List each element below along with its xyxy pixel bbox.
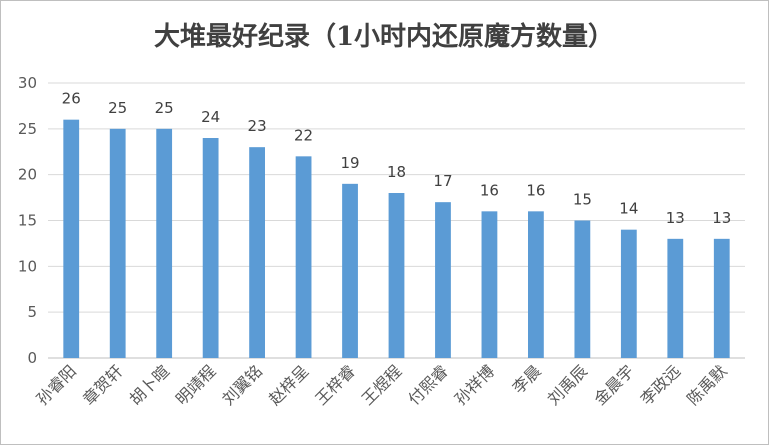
data-labels: 26 25 25 24 23 22 19 18 17 16 16 15 14 13 13	[62, 90, 732, 227]
data-label: 17	[433, 172, 452, 190]
chart-title: 大堆最好纪录（1小时内还原魔方数量）	[154, 21, 614, 52]
data-label: 22	[294, 126, 313, 144]
x-tick-label: 王梓睿	[311, 361, 358, 408]
x-tick-label: 李政远	[637, 361, 684, 408]
y-tick-label: 25	[18, 120, 37, 138]
data-label: 13	[712, 209, 731, 227]
y-tick-label: 30	[18, 74, 37, 92]
data-label: 16	[480, 181, 499, 199]
x-tick-label: 明靖程	[172, 361, 219, 408]
x-tick-label: 李晨	[509, 361, 545, 397]
bar	[202, 138, 219, 358]
x-tick-label: 刘禹辰	[544, 361, 591, 408]
bar	[481, 211, 498, 358]
x-tick-label: 王煜程	[358, 361, 405, 408]
y-tick-label: 0	[27, 349, 37, 367]
bar	[574, 220, 591, 358]
bar	[713, 238, 730, 358]
data-label: 23	[248, 117, 267, 135]
bar	[435, 202, 451, 358]
x-tick-label: 章贺轩	[79, 361, 126, 408]
x-tick-label: 孙睿阳	[33, 361, 80, 408]
x-axis: 孙睿阳 章贺轩 胡卜暄 明靖程 刘翼铭 赵梓呈 王梓睿 王煜程 付熙睿 孙祥博 李晨 刘禹辰 金晨宇 李政…	[33, 361, 731, 408]
x-tick-label: 陈禹默	[683, 361, 730, 408]
bar	[109, 128, 126, 358]
x-tick-label: 孙祥博	[451, 361, 498, 408]
x-tick-label: 刘翼铭	[219, 361, 266, 408]
data-label: 25	[108, 99, 127, 117]
x-tick-label: 金晨宇	[590, 361, 637, 408]
data-label: 15	[573, 191, 592, 209]
x-tick-label: 赵梓呈	[265, 361, 312, 408]
data-label: 16	[526, 181, 545, 199]
data-label: 25	[155, 99, 174, 117]
y-tick-label: 15	[18, 212, 37, 230]
bar	[156, 128, 173, 358]
data-label: 14	[619, 200, 638, 218]
data-label: 18	[387, 163, 406, 181]
data-label: 19	[340, 154, 359, 172]
data-label: 13	[666, 209, 685, 227]
y-axis: 0 5 10 15 20 25 30	[18, 74, 37, 367]
bar	[295, 156, 312, 358]
data-label: 26	[62, 90, 81, 108]
bar	[249, 147, 265, 358]
bar	[620, 229, 637, 358]
bar	[342, 183, 358, 358]
x-tick-label: 付熙睿	[404, 361, 451, 408]
y-tick-label: 20	[18, 166, 37, 184]
y-tick-label: 10	[18, 257, 37, 275]
bar	[667, 238, 684, 358]
bar	[528, 211, 544, 358]
bar	[388, 193, 405, 358]
bar-series	[63, 119, 730, 359]
data-label: 24	[201, 108, 220, 126]
y-tick-label: 5	[27, 303, 37, 321]
bar	[63, 119, 80, 359]
x-tick-label: 胡卜暄	[126, 361, 173, 408]
